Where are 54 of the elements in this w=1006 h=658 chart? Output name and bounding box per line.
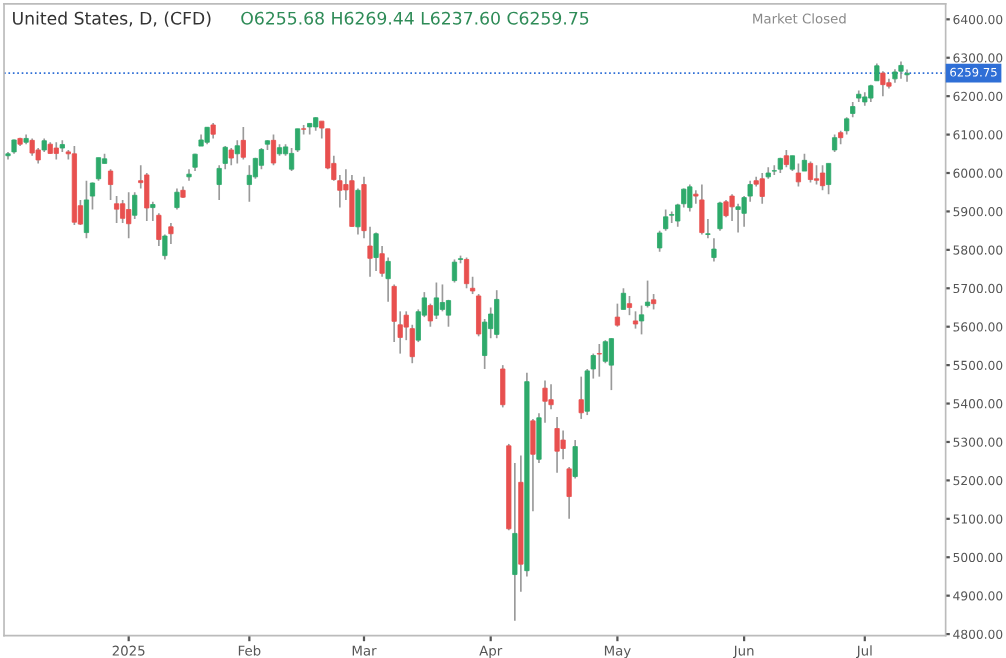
- candlestick: [542, 379, 548, 424]
- candlestick: [560, 429, 566, 461]
- candlestick: [819, 164, 826, 192]
- candlestick: [771, 164, 777, 176]
- annotation: O6255.68 H6269.44 L6237.60 C6259.75: [241, 11, 589, 25]
- candlestick: [373, 231, 379, 272]
- candlestick: [699, 183, 705, 236]
- candlestick: [626, 295, 633, 317]
- candlestick: [644, 279, 651, 309]
- candlestick: [433, 281, 439, 320]
- candlestick: [240, 126, 246, 161]
- candlestick: [95, 156, 102, 182]
- candlestick: [614, 302, 620, 328]
- candlestick: [349, 174, 355, 228]
- candlestick: [825, 162, 832, 195]
- candlestick: [234, 139, 240, 165]
- candlestick: [578, 375, 584, 420]
- candlestick: [150, 200, 156, 222]
- candlestick: [270, 133, 277, 167]
- candlestick: [512, 462, 518, 622]
- candlestick: [174, 187, 180, 211]
- candlestick: [904, 68, 910, 83]
- candlestick: [107, 168, 114, 201]
- candlestick: [638, 304, 645, 336]
- candlestick: [258, 147, 265, 171]
- candlestick: [807, 160, 814, 184]
- candlestick: [717, 200, 723, 232]
- candlestick: [759, 172, 765, 205]
- candlestick: [608, 337, 614, 391]
- candlestick: [451, 258, 458, 284]
- candlestick: [880, 70, 886, 97]
- candlestick: [554, 416, 560, 474]
- candlestick: [500, 364, 506, 409]
- candlestick: [596, 343, 602, 378]
- candlestick: [813, 164, 820, 186]
- candlestick: [735, 202, 741, 234]
- candlestick: [439, 283, 446, 313]
- candlestick: [663, 208, 669, 232]
- candlestick: [494, 289, 500, 340]
- candlestick: [657, 229, 663, 253]
- candlestick: [83, 179, 90, 240]
- candlestick: [687, 183, 693, 213]
- candlestick: [669, 210, 675, 224]
- candlestick: [530, 418, 536, 512]
- candlestick: [168, 222, 174, 245]
- candlestick: [463, 256, 470, 290]
- candlestick: [144, 172, 150, 222]
- candlestick: [795, 162, 802, 188]
- candlestick: [114, 195, 120, 224]
- candlestick: [246, 164, 252, 203]
- candlestick: [711, 237, 717, 263]
- chart-title: United States, D, (CFD): [13, 11, 211, 27]
- candlestick: [355, 187, 361, 236]
- candlestick: [126, 191, 132, 240]
